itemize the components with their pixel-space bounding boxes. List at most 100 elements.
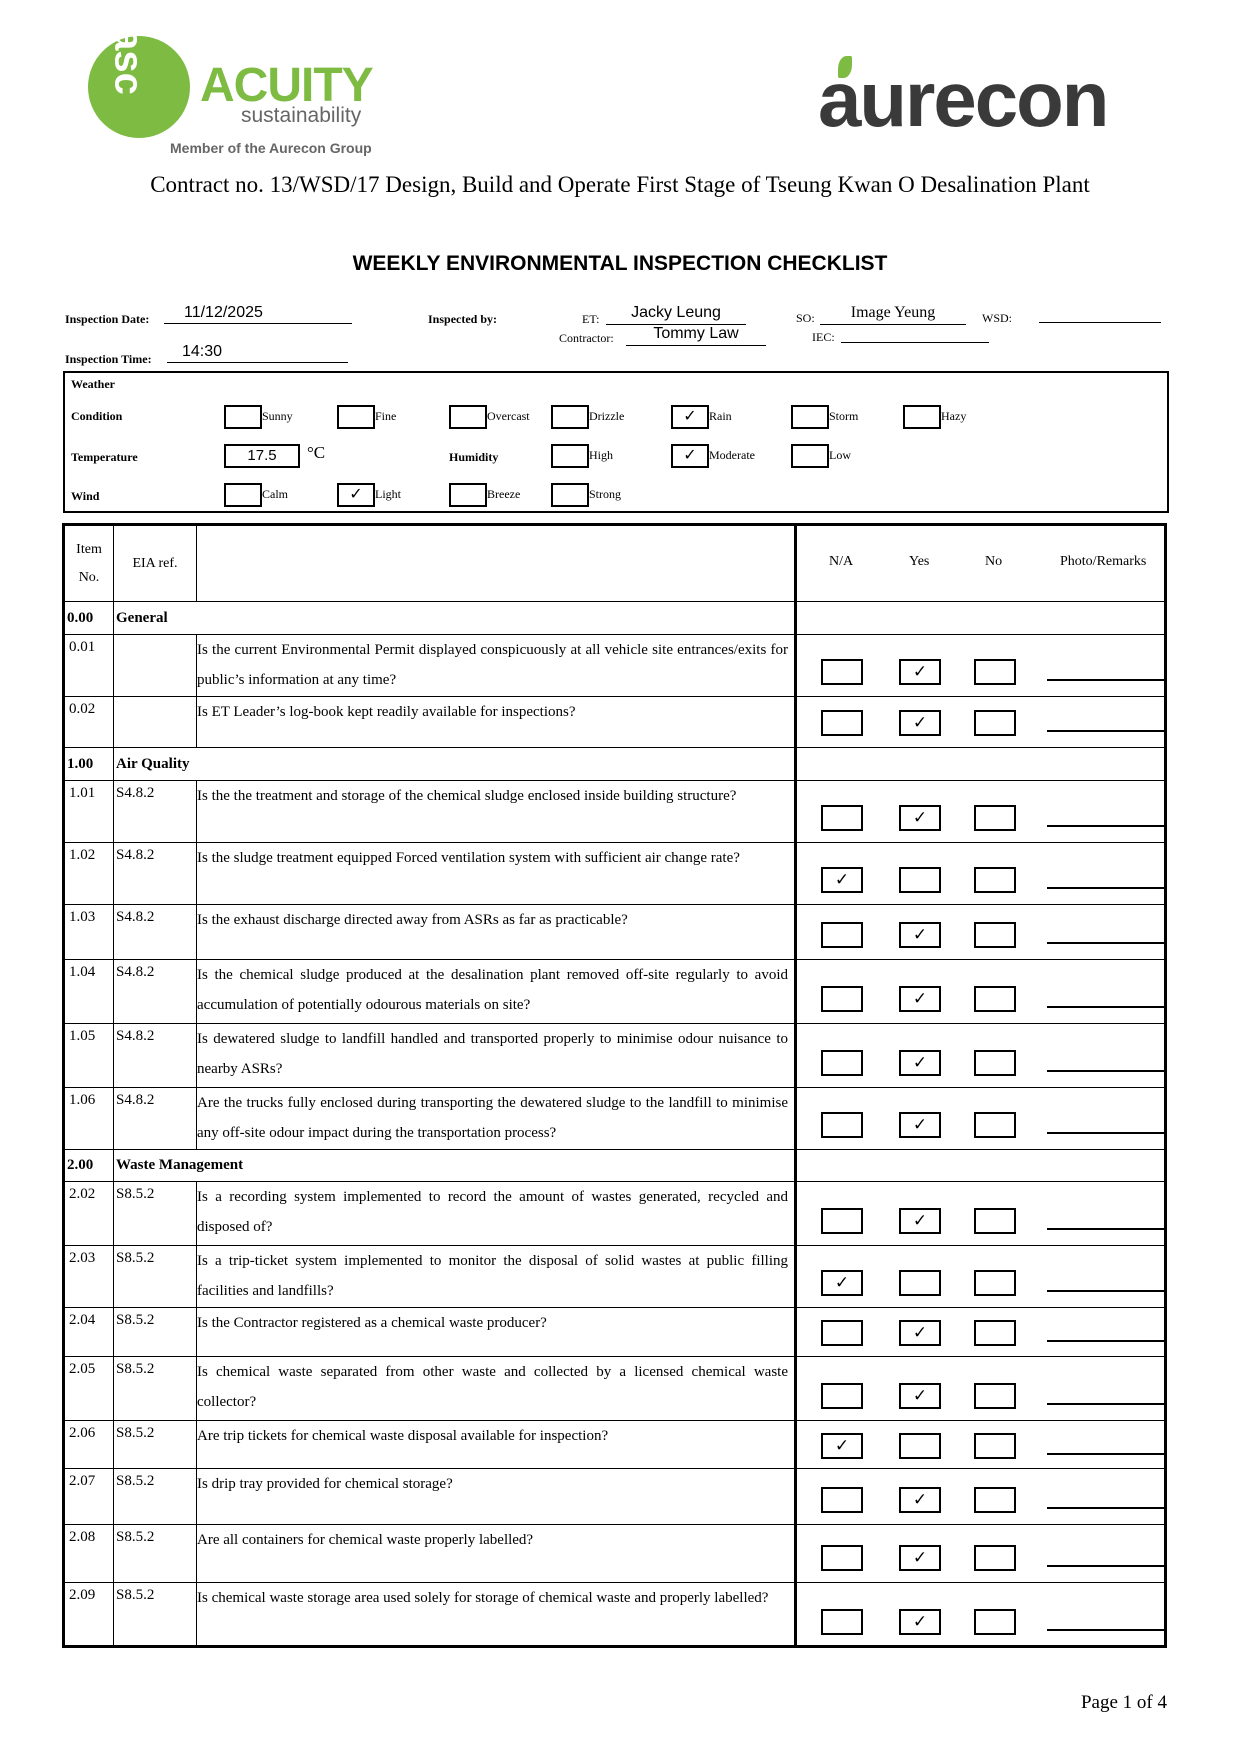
remarks-field[interactable] <box>1047 825 1167 827</box>
yes-checkbox[interactable] <box>899 1270 941 1296</box>
na-checkbox[interactable] <box>821 1320 863 1346</box>
yes-checkbox[interactable]: ✓ <box>899 986 941 1012</box>
yes-checkbox[interactable]: ✓ <box>899 922 941 948</box>
et-field[interactable]: Jacky Leung <box>606 304 746 325</box>
section-no: 0.00 <box>63 601 114 635</box>
temperature-field[interactable]: 17.5 <box>224 444 300 468</box>
table-header-row: Item No. EIA ref. N/A Yes No Photo/Remar… <box>63 524 1166 602</box>
answer-cell: ✓ <box>794 696 1167 748</box>
time-field[interactable]: 14:30 <box>167 343 348 363</box>
na-checkbox[interactable] <box>821 1050 863 1076</box>
na-checkbox[interactable] <box>821 986 863 1012</box>
na-checkbox[interactable]: ✓ <box>821 1433 863 1459</box>
no-checkbox[interactable] <box>974 1545 1016 1571</box>
na-checkbox[interactable] <box>821 1545 863 1571</box>
yes-checkbox[interactable]: ✓ <box>899 1112 941 1138</box>
no-checkbox[interactable] <box>974 1487 1016 1513</box>
answer-cell: ✓ <box>794 1023 1167 1088</box>
na-checkbox[interactable] <box>821 1609 863 1635</box>
na-checkbox[interactable]: ✓ <box>821 1270 863 1296</box>
yes-checkbox[interactable]: ✓ <box>899 1487 941 1513</box>
conditions-checkbox-drizzle[interactable] <box>551 405 589 429</box>
yes-checkbox[interactable]: ✓ <box>899 1050 941 1076</box>
no-checkbox[interactable] <box>974 1112 1016 1138</box>
remarks-field[interactable] <box>1047 887 1167 889</box>
conditions-checkbox-storm[interactable] <box>791 405 829 429</box>
wsd-field[interactable] <box>1039 302 1161 323</box>
conditions-checkbox-overcast[interactable] <box>449 405 487 429</box>
remarks-field[interactable] <box>1047 1629 1167 1631</box>
contractor-field[interactable]: Tommy Law <box>626 325 766 346</box>
conditions-checkbox-hazy[interactable] <box>903 405 941 429</box>
humidity-checkbox-low[interactable] <box>791 444 829 468</box>
na-checkbox[interactable] <box>821 1487 863 1513</box>
na-checkbox[interactable] <box>821 1112 863 1138</box>
na-checkbox[interactable] <box>821 1208 863 1234</box>
yes-checkbox[interactable]: ✓ <box>899 659 941 685</box>
remarks-field[interactable] <box>1047 942 1167 944</box>
humidity-checkbox-moderate[interactable]: ✓ <box>671 444 709 468</box>
conditions-checkbox-sunny[interactable] <box>224 405 262 429</box>
eia-ref: S4.8.2 <box>113 959 197 1024</box>
remarks-field[interactable] <box>1047 1340 1167 1342</box>
wind-checkbox-calm[interactable] <box>224 483 262 507</box>
yes-checkbox[interactable]: ✓ <box>899 1383 941 1409</box>
yes-checkbox[interactable]: ✓ <box>899 1320 941 1346</box>
no-checkbox[interactable] <box>974 1270 1016 1296</box>
yes-checkbox[interactable]: ✓ <box>899 1609 941 1635</box>
no-checkbox[interactable] <box>974 710 1016 736</box>
yes-checkbox[interactable]: ✓ <box>899 710 941 736</box>
wind-checkbox-light[interactable]: ✓ <box>337 483 375 507</box>
remarks-field[interactable] <box>1047 679 1167 681</box>
answer-cell: ✓ <box>794 904 1167 960</box>
yes-checkbox[interactable]: ✓ <box>899 1208 941 1234</box>
no-checkbox[interactable] <box>974 1433 1016 1459</box>
no-checkbox[interactable] <box>974 1050 1016 1076</box>
eia-ref: S8.5.2 <box>113 1245 197 1308</box>
remarks-field[interactable] <box>1047 1228 1167 1230</box>
remarks-field[interactable] <box>1047 1565 1167 1567</box>
conditions-label-drizzle: Drizzle <box>589 409 625 423</box>
table-row: 1.04 S4.8.2 Is the chemical sludge produ… <box>63 959 1167 1024</box>
remarks-field[interactable] <box>1047 1507 1167 1509</box>
no-checkbox[interactable] <box>974 1208 1016 1234</box>
wind-checkbox-breeze[interactable] <box>449 483 487 507</box>
yes-checkbox[interactable]: ✓ <box>899 805 941 831</box>
remarks-field[interactable] <box>1047 1070 1167 1072</box>
conditions-checkbox-rain[interactable]: ✓ <box>671 405 709 429</box>
no-checkbox[interactable] <box>974 867 1016 893</box>
na-checkbox[interactable] <box>821 659 863 685</box>
remarks-field[interactable] <box>1047 1403 1167 1405</box>
conditions-checkbox-fine[interactable] <box>337 405 375 429</box>
no-checkbox[interactable] <box>974 922 1016 948</box>
humidity-checkbox-high[interactable] <box>551 444 589 468</box>
so-field[interactable]: Image Yeung <box>820 304 966 325</box>
aurecon-logo: aurecon <box>818 55 1109 143</box>
remarks-field[interactable] <box>1047 730 1167 732</box>
no-checkbox[interactable] <box>974 986 1016 1012</box>
na-checkbox[interactable] <box>821 1383 863 1409</box>
no-checkbox[interactable] <box>974 805 1016 831</box>
na-checkbox[interactable] <box>821 710 863 736</box>
no-checkbox[interactable] <box>974 659 1016 685</box>
table-row: 1.03 S4.8.2 Is the exhaust discharge dir… <box>63 904 1167 960</box>
remarks-field[interactable] <box>1047 1132 1167 1134</box>
header-item-no: Item No. <box>63 524 114 602</box>
section-title: General <box>113 601 796 635</box>
yes-checkbox[interactable]: ✓ <box>899 1545 941 1571</box>
wind-checkbox-strong[interactable] <box>551 483 589 507</box>
iec-field[interactable] <box>841 322 989 343</box>
remarks-field[interactable] <box>1047 1290 1167 1292</box>
na-checkbox[interactable] <box>821 922 863 948</box>
no-checkbox[interactable] <box>974 1320 1016 1346</box>
no-checkbox[interactable] <box>974 1383 1016 1409</box>
no-checkbox[interactable] <box>974 1609 1016 1635</box>
yes-checkbox[interactable] <box>899 1433 941 1459</box>
na-checkbox[interactable] <box>821 805 863 831</box>
yes-checkbox[interactable] <box>899 867 941 893</box>
date-field[interactable]: 11/12/2025 <box>164 304 352 324</box>
remarks-field[interactable] <box>1047 1006 1167 1008</box>
remarks-field[interactable] <box>1047 1453 1167 1455</box>
question-text: Is drip tray provided for chemical stora… <box>196 1468 796 1525</box>
na-checkbox[interactable]: ✓ <box>821 867 863 893</box>
